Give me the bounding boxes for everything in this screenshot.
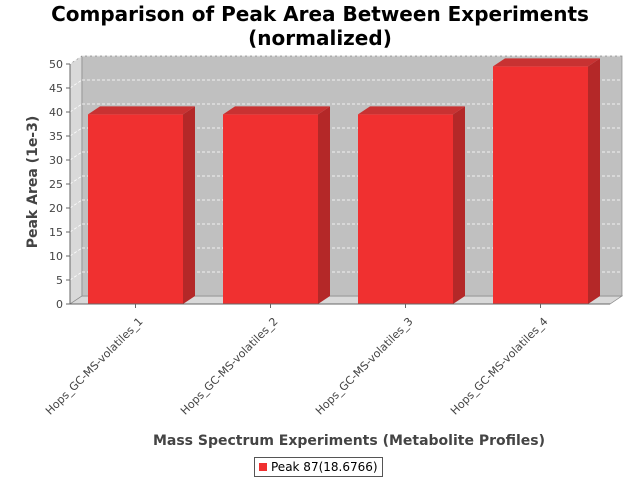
x-axis: Hops_GC-MS-volatiles_1 Hops_GC-MS-volatil… [43, 303, 610, 418]
y-tick-label: 30 [49, 154, 63, 167]
bar [88, 114, 183, 305]
gridline-wall [69, 223, 83, 233]
bar-top [358, 106, 465, 115]
bar [358, 114, 453, 305]
bar [493, 66, 588, 305]
bar-top [493, 58, 600, 67]
x-tick-label: Hops_GC-MS-volatiles_2 [178, 315, 281, 418]
y-tick-label: 20 [49, 202, 63, 215]
chart-title-line-2: (normalized) [248, 26, 392, 50]
x-tick-label: Hops_GC-MS-volatiles_3 [313, 315, 416, 418]
gridline-wall [69, 247, 83, 257]
gridline-wall [69, 151, 83, 161]
y-tick-label: 25 [49, 178, 63, 191]
legend-label: Peak 87(18.6766) [271, 460, 378, 474]
chart-title: Comparison of Peak Area Between Experime… [0, 2, 640, 50]
bar-side [183, 106, 195, 305]
gridline-wall [69, 271, 83, 281]
chart-title-line-1: Comparison of Peak Area Between Experime… [51, 2, 589, 26]
bar-top [88, 106, 195, 115]
bars [88, 58, 600, 305]
gridline-wall [69, 127, 83, 137]
x-axis-label: Mass Spectrum Experiments (Metabolite Pr… [153, 433, 545, 449]
y-axis-label: Peak Area (1e-3) [25, 116, 41, 249]
y-tick-label: 45 [49, 82, 63, 95]
x-tick-label: Hops_GC-MS-volatiles_4 [448, 315, 551, 418]
gridline-wall [69, 199, 83, 209]
y-tick-label: 0 [56, 298, 63, 311]
y-tick-label: 5 [56, 274, 63, 287]
y-tick-label: 40 [49, 106, 63, 119]
bar-side [318, 106, 330, 305]
legend: Peak 87(18.6766) [254, 457, 383, 477]
gridline-wall [69, 175, 83, 185]
y-tick-label: 10 [49, 250, 63, 263]
legend-swatch [259, 463, 267, 471]
bar-top [223, 106, 330, 115]
bar-side [588, 58, 600, 305]
gridline-wall [69, 103, 83, 113]
y-tick-label: 50 [49, 58, 63, 71]
bar [223, 114, 318, 305]
x-tick-label: Hops_GC-MS-volatiles_1 [43, 315, 146, 418]
y-tick-label: 35 [49, 130, 63, 143]
gridline-wall [69, 79, 83, 89]
y-tick-label: 15 [49, 226, 63, 239]
gridline-wall [69, 55, 83, 65]
bar-side [453, 106, 465, 305]
y-axis: 0 5 10 15 20 25 30 35 40 45 50 [49, 58, 71, 311]
